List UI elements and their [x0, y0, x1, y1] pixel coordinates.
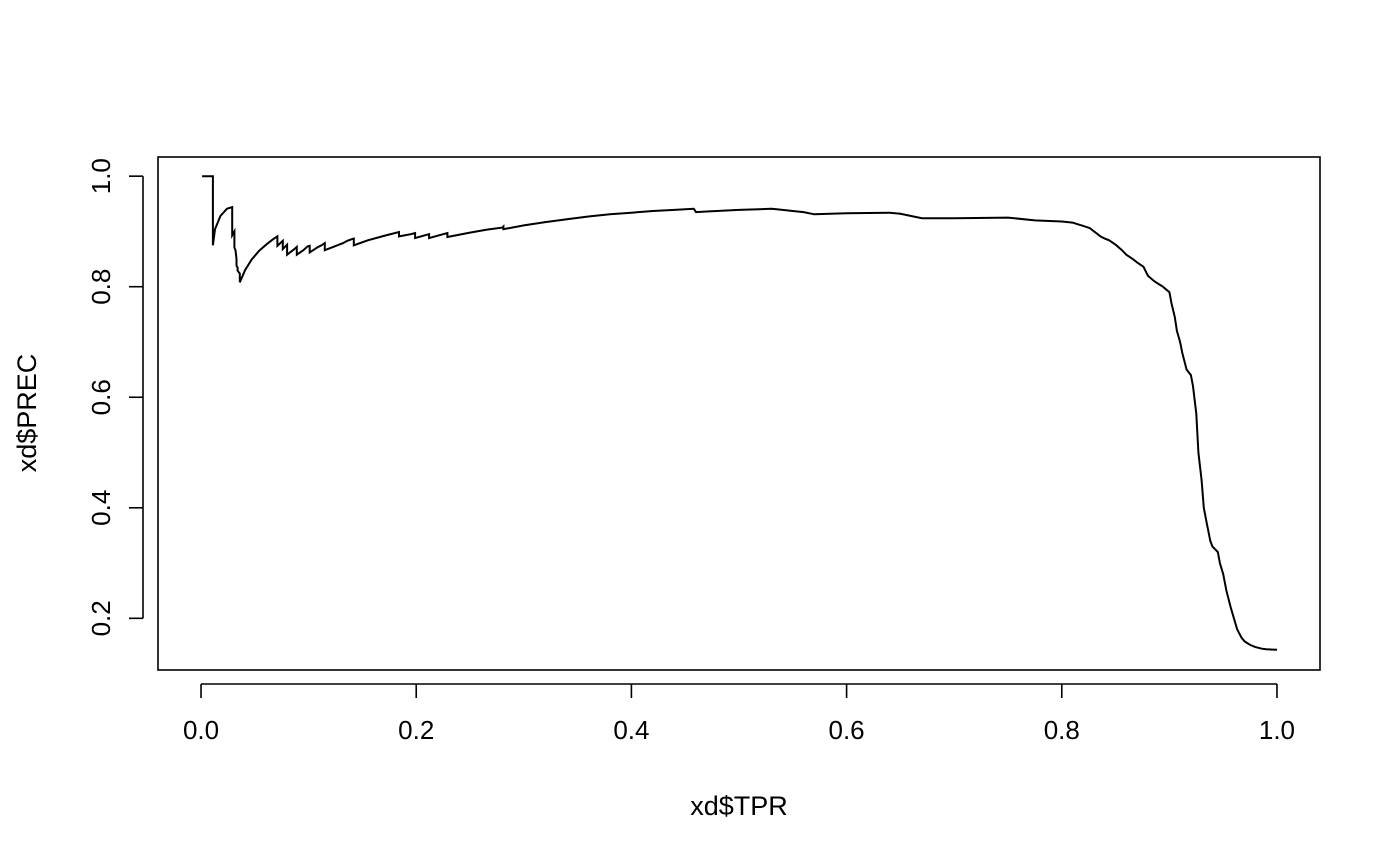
y-tick-label: 0.4 [86, 490, 116, 526]
plot-frame [157, 156, 1321, 671]
y-axis-label: xd$PREC [12, 354, 42, 473]
y-tick-label: 0.6 [86, 379, 116, 415]
y-tick-label: 0.8 [86, 269, 116, 305]
y-axis: 0.2 0.4 0.6 0.8 1.0 [86, 158, 144, 636]
x-tick-label: 1.0 [1259, 715, 1295, 745]
precision-recall-line [202, 175, 1278, 651]
x-axis-label: xd$TPR [690, 791, 788, 821]
x-tick-label: 0.4 [613, 715, 649, 745]
y-tick-label: 0.2 [86, 600, 116, 636]
x-tick-label: 0.0 [183, 715, 219, 745]
x-tick-label: 0.6 [829, 715, 865, 745]
x-tick-label: 0.8 [1044, 715, 1080, 745]
x-tick-label: 0.2 [398, 715, 434, 745]
x-axis: 0.0 0.2 0.4 0.6 0.8 1.0 [183, 683, 1295, 745]
y-tick-label: 1.0 [86, 158, 116, 194]
